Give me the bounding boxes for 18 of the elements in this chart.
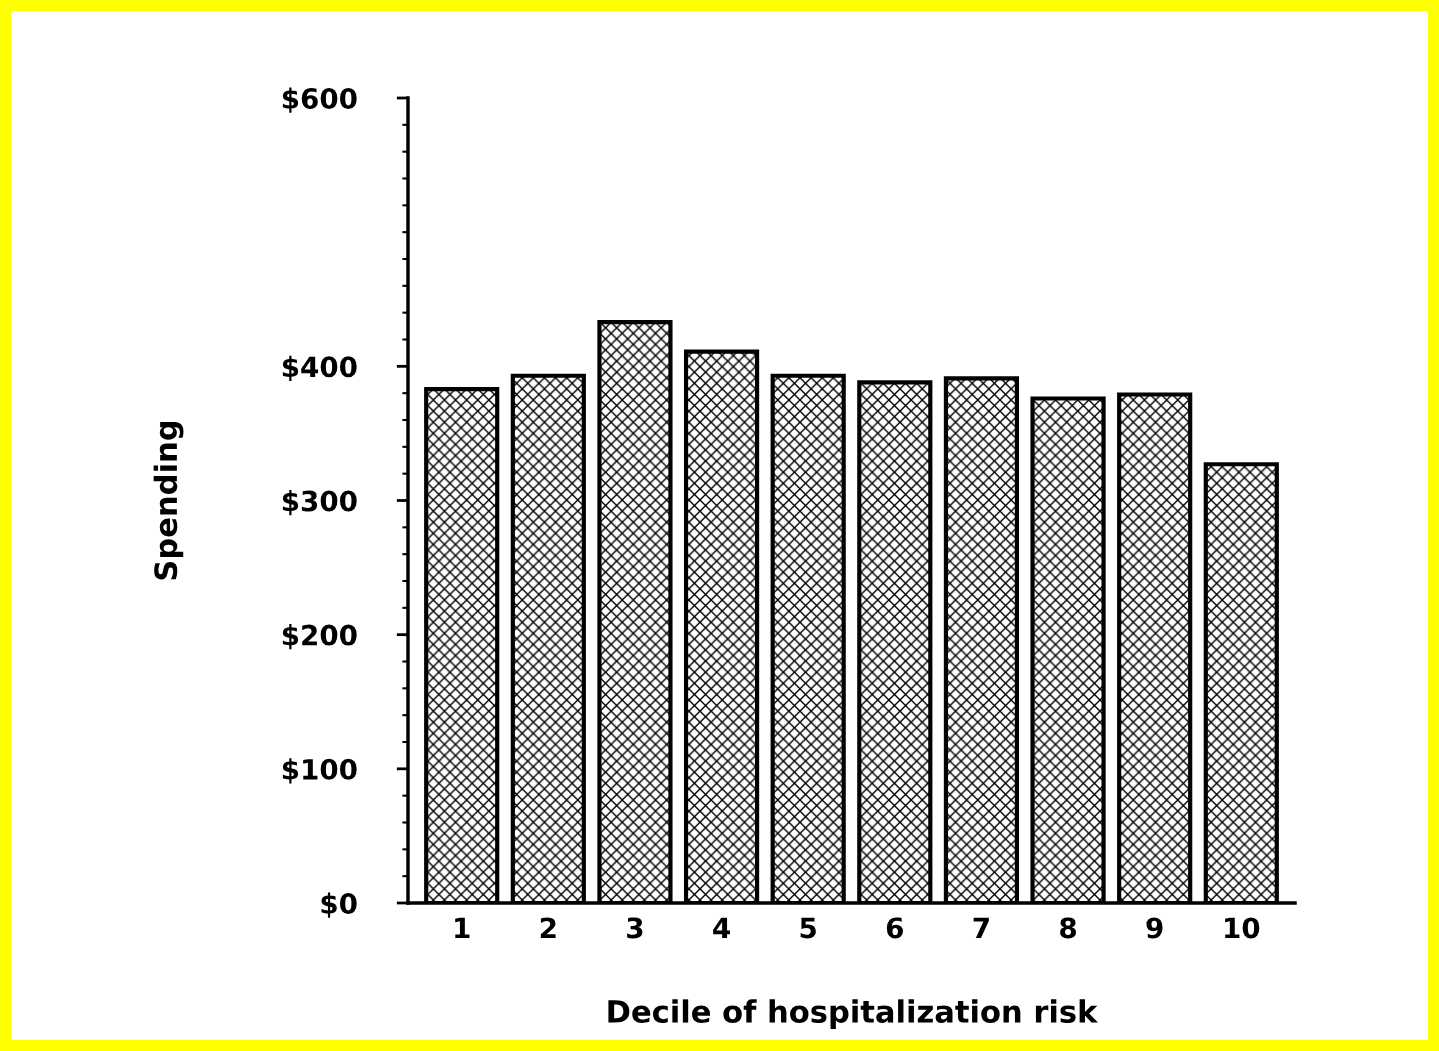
y-tick-label: $600 [282, 87, 357, 113]
x-tick-label: 5 [800, 917, 816, 939]
x-axis-title: Decile of hospitalization risk [608, 999, 1098, 1029]
y-tick-label: $200 [282, 624, 357, 650]
y-tick-label: $0 [321, 892, 357, 918]
x-tick-label: 4 [713, 917, 730, 938]
x-tick-label: 9 [1146, 917, 1163, 939]
x-tick-label: 8 [1060, 917, 1076, 939]
x-tick-label: 10 [1225, 917, 1260, 939]
x-tick-label: 2 [540, 917, 556, 938]
y-tick-label: $300 [282, 489, 357, 516]
y-tick-label: $100 [282, 758, 357, 784]
x-tick-label: 1 [455, 917, 470, 938]
x-tick-label: 3 [627, 917, 643, 939]
x-tick-label: 7 [973, 917, 989, 938]
y-tick-label: $400 [282, 355, 357, 381]
x-tick-label: 6 [886, 917, 903, 939]
y-axis-title: Spending [153, 421, 184, 580]
